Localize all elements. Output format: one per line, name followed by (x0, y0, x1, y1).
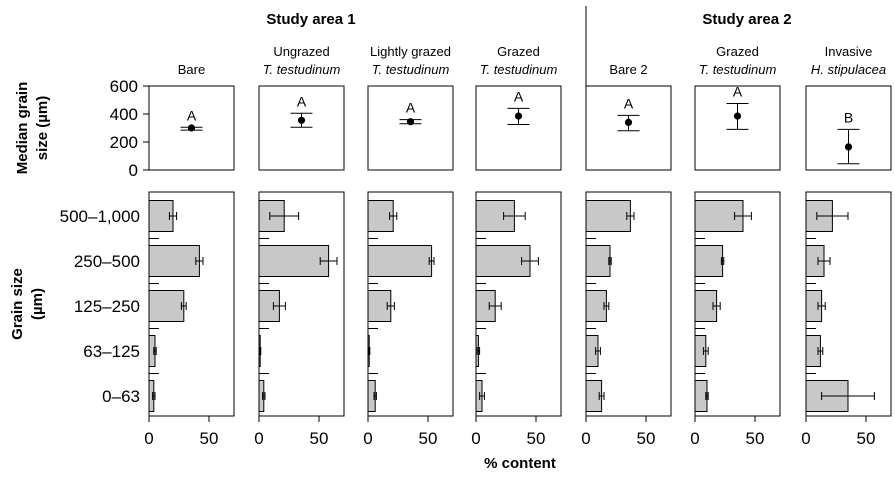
x-tick-label: 0 (471, 429, 480, 448)
median-point (624, 118, 633, 126)
significance-letter: A (187, 107, 197, 123)
composition-bar (694, 380, 708, 412)
panel-species: T. testudinum (372, 62, 450, 77)
bottom-ylabel-line1: Grain size (9, 268, 26, 340)
x-tick-label: 0 (144, 429, 153, 448)
composition-bar (258, 245, 330, 277)
panel-species: T. testudinum (263, 62, 341, 77)
median-point (406, 118, 415, 126)
x-tick-label: 0 (690, 429, 699, 448)
significance-letter: A (406, 100, 416, 116)
panel-title: Invasive (825, 44, 873, 59)
category-label: 125–250 (74, 297, 140, 316)
median-point (187, 124, 196, 132)
panel-title: Bare (178, 62, 205, 77)
category-label: 250–500 (74, 252, 140, 271)
median-panel-frame (805, 85, 892, 171)
composition-bar (475, 245, 531, 277)
x-tick-label: 0 (363, 429, 372, 448)
x-tick-label: 50 (310, 429, 329, 448)
composition-bar (148, 245, 200, 277)
x-axis-label: % content (484, 455, 556, 472)
median-panel-frame (367, 85, 454, 171)
study-area-2-title: Study area 2 (702, 11, 791, 28)
median-point (514, 112, 523, 120)
median-point (733, 112, 742, 120)
composition-bar (148, 290, 185, 322)
significance-letter: B (844, 109, 853, 125)
significance-letter: A (624, 95, 634, 111)
top-ytick-label: 600 (110, 77, 138, 96)
x-tick-label: 0 (801, 429, 810, 448)
composition-bar (585, 290, 607, 322)
x-tick-label: 50 (419, 429, 438, 448)
category-label: 63–125 (83, 342, 140, 361)
significance-letter: A (297, 93, 307, 109)
median-point (297, 116, 306, 124)
top-ylabel-line2: size (µm) (34, 96, 51, 161)
panel-title: Bare 2 (609, 62, 647, 77)
top-ytick-label: 400 (110, 105, 138, 124)
composition-bar (367, 245, 433, 277)
category-label: 500–1,000 (60, 207, 140, 226)
median-panel-frame (148, 85, 235, 171)
panel-title: Lightly grazed (370, 44, 451, 59)
study-area-1-title: Study area 1 (266, 11, 355, 28)
significance-letter: A (733, 84, 743, 100)
top-ylabel-line1: Median grain (14, 82, 31, 175)
x-tick-label: 50 (527, 429, 546, 448)
median-panel-frame (694, 85, 781, 171)
x-tick-label: 50 (637, 429, 656, 448)
significance-letter: A (514, 88, 524, 104)
top-ytick-label: 0 (129, 161, 138, 180)
panel-title: Grazed (716, 44, 759, 59)
bottom-ylabel-line2: (µm) (29, 288, 46, 320)
x-tick-label: 0 (581, 429, 590, 448)
median-panel-frame (258, 85, 345, 171)
median-point (844, 143, 853, 151)
composition-bar (694, 245, 724, 277)
top-ytick-label: 200 (110, 133, 138, 152)
composition-bar (367, 200, 394, 232)
median-panel-frame (585, 85, 672, 171)
panel-species: H. stipulacea (811, 62, 886, 77)
panel-title: Grazed (497, 44, 540, 59)
median-panel-frame (475, 85, 562, 171)
x-tick-label: 0 (254, 429, 263, 448)
panel-title: Ungrazed (273, 44, 329, 59)
panel-species: T. testudinum (699, 62, 777, 77)
composition-bar (585, 245, 611, 277)
x-tick-label: 50 (857, 429, 876, 448)
category-label: 0–63 (102, 387, 140, 406)
x-tick-label: 50 (200, 429, 219, 448)
composition-bar (585, 200, 631, 232)
x-tick-label: 50 (746, 429, 765, 448)
panel-species: T. testudinum (480, 62, 558, 77)
